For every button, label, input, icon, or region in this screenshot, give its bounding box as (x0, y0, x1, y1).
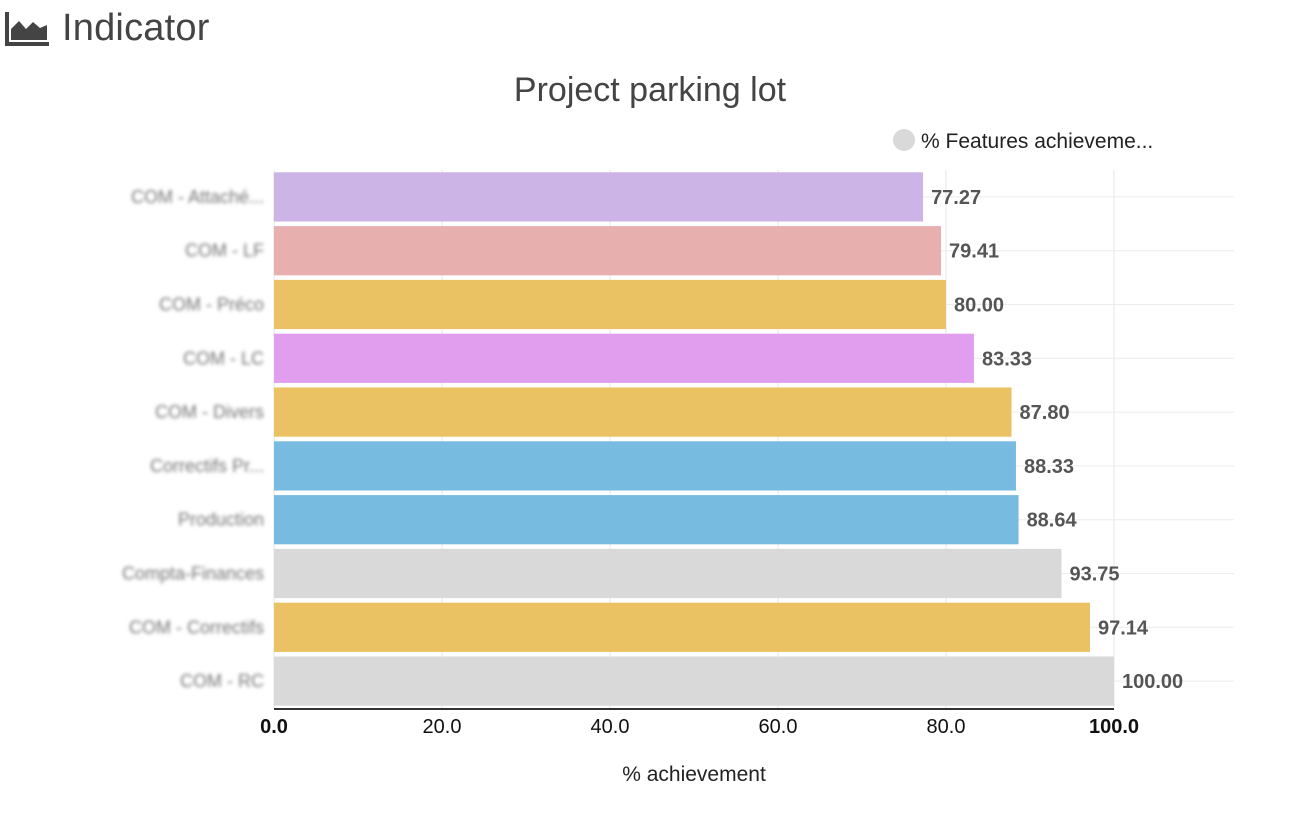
area-chart-icon (4, 9, 50, 47)
category-labels: COM - Attaché... COM - LF COM - Préco COM -… (122, 187, 264, 691)
x-tick-label: 20.0 (423, 716, 462, 738)
category-label: COM - LF (185, 241, 264, 261)
category-label: Correctifs Pr... (150, 456, 264, 476)
data-label: 87.80 (1020, 402, 1070, 424)
page-title: Indicator (62, 6, 210, 49)
data-label: 93.75 (1070, 564, 1120, 586)
category-label: Compta-Finances (122, 564, 264, 584)
bar[interactable] (274, 656, 1114, 706)
category-label: Production (178, 510, 264, 530)
data-label: 83.33 (982, 348, 1032, 370)
legend-marker (893, 129, 915, 151)
category-label: COM - Correctifs (129, 617, 264, 637)
x-tick-label: 0.0 (260, 716, 288, 738)
category-label: COM - Divers (155, 402, 264, 422)
data-label: 97.14 (1098, 617, 1149, 639)
data-label: 79.41 (949, 241, 999, 263)
data-label: 100.00 (1122, 671, 1183, 693)
category-label: COM - Préco (159, 295, 264, 315)
bar[interactable] (274, 602, 1090, 652)
chart-legend[interactable]: % Features achieveme... (893, 129, 1153, 153)
bar[interactable] (274, 279, 946, 330)
bar[interactable] (274, 172, 924, 222)
data-label: 77.27 (931, 187, 981, 209)
chart-title: Project parking lot (514, 71, 787, 109)
bar[interactable] (274, 441, 1016, 491)
category-label: COM - LC (183, 348, 264, 368)
x-tick-label: 40.0 (591, 716, 630, 738)
x-tick-label: 100.0 (1089, 716, 1139, 738)
category-label: COM - RC (180, 671, 264, 691)
x-axis: 0.0 20.0 40.0 60.0 80.0 100.0 (260, 708, 1139, 738)
value-labels: 77.27 79.41 80.00 83.33 87.80 88.33 88.64 93.75… (931, 187, 1183, 693)
x-tick-label: 80.0 (927, 716, 966, 738)
legend-label: % Features achieveme... (921, 130, 1153, 153)
data-label: 80.00 (954, 295, 1004, 317)
bar[interactable] (274, 387, 1012, 437)
data-label: 88.33 (1024, 456, 1074, 478)
page-header: Indicator (4, 6, 210, 50)
bar[interactable] (274, 495, 1019, 545)
bar[interactable] (274, 548, 1062, 599)
data-label: 88.64 (1027, 510, 1078, 532)
bar[interactable] (274, 226, 942, 276)
bar[interactable] (274, 333, 974, 383)
x-axis-title: % achievement (622, 763, 766, 786)
chart-bars (274, 172, 1114, 706)
category-label: COM - Attaché... (131, 187, 264, 207)
x-tick-label: 60.0 (759, 716, 798, 738)
